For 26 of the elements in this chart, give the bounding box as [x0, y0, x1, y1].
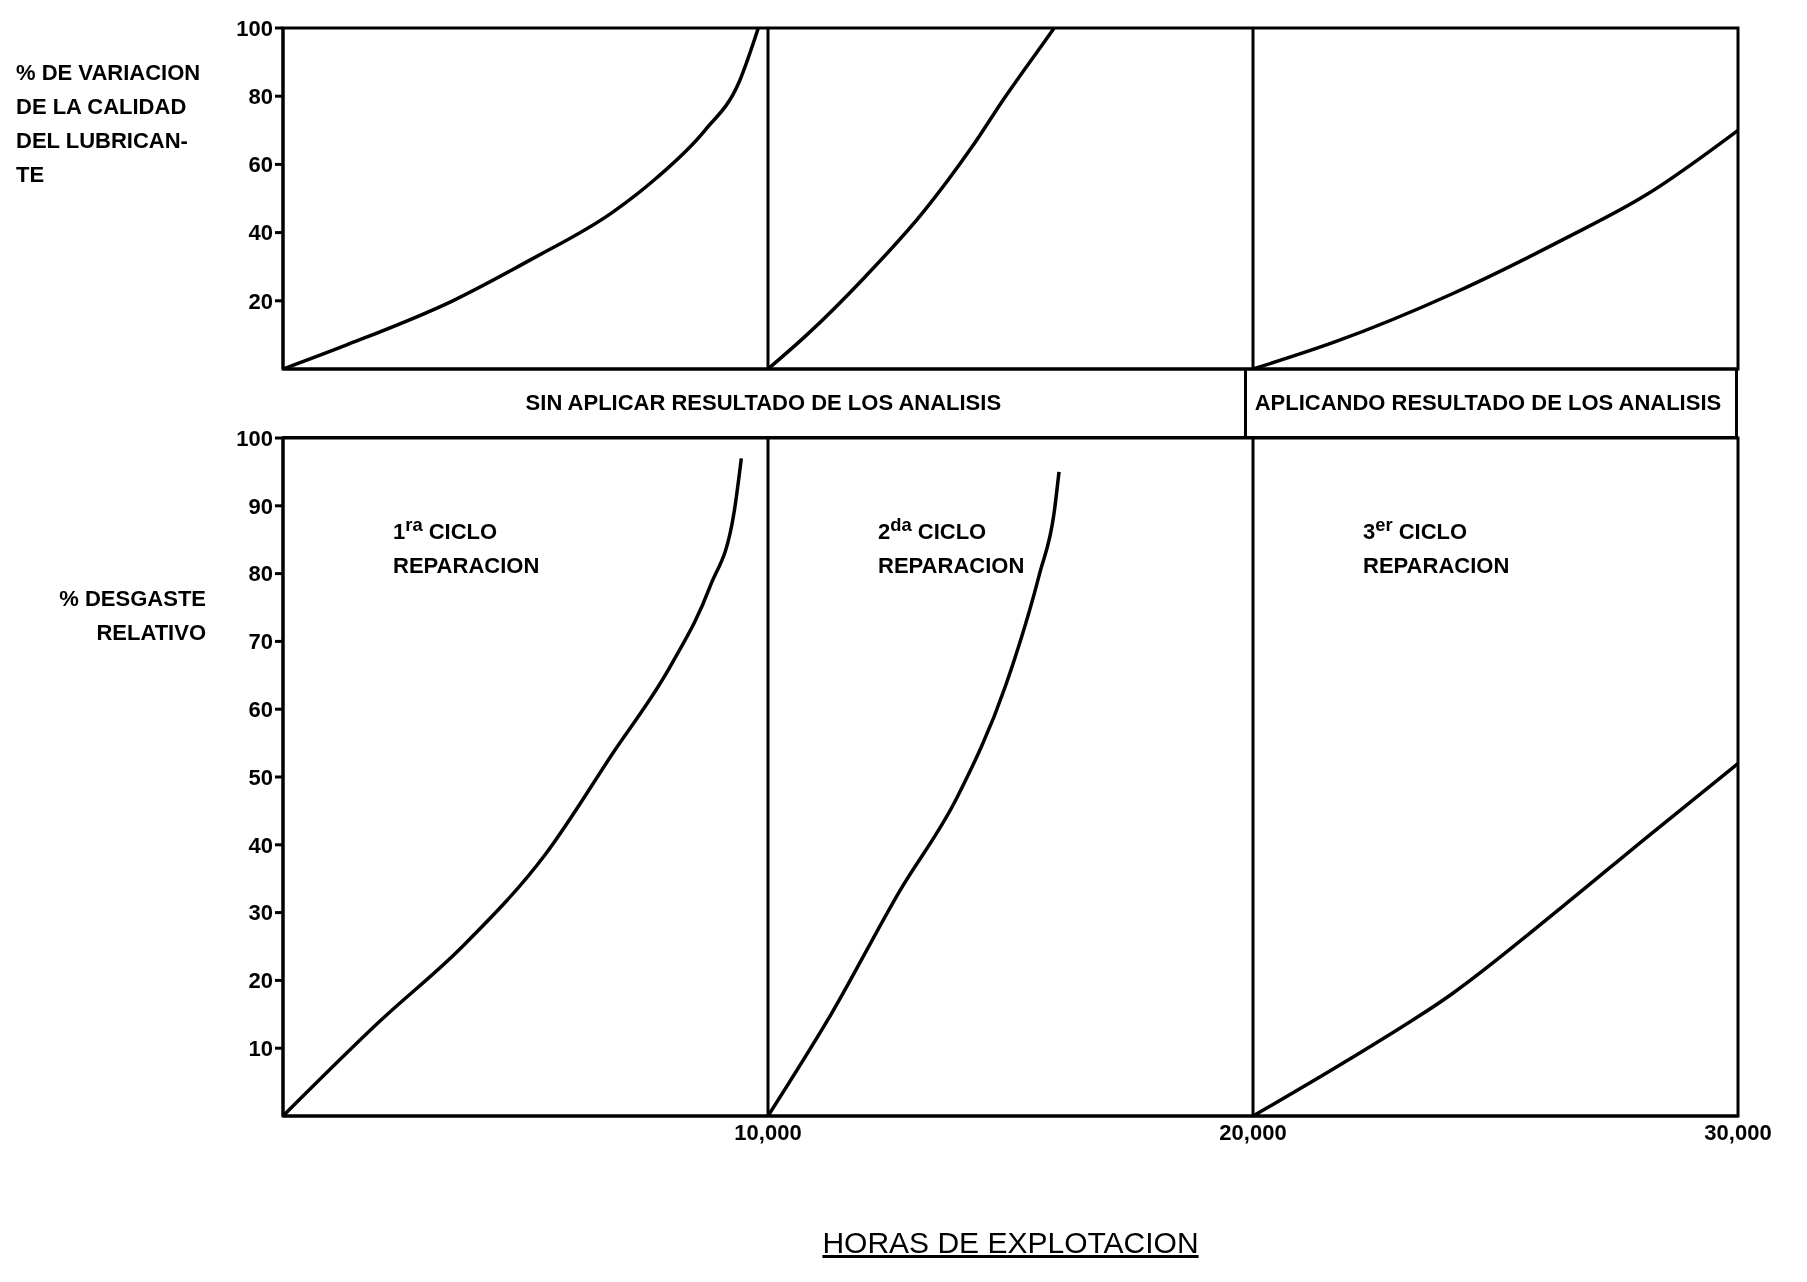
y-tick-label: 60 [248, 152, 273, 178]
y-tick-label: 40 [248, 832, 273, 858]
x-tick-label: 10,000 [734, 1119, 802, 1145]
y-tick-label: 80 [248, 561, 273, 587]
annotation: 3$^{er}$ CICLO REPARACION [1363, 513, 1511, 581]
y-tick-label: 10 [248, 1036, 273, 1062]
y-tick-label: 20 [248, 968, 273, 994]
y-axis-title: % DESGASTE RELATIVO [58, 585, 206, 647]
y-tick-label: 70 [248, 629, 273, 655]
y-axis-title: % DE VARIACION DE LA CALIDAD DEL LUBRICAN- TE [16, 59, 202, 189]
y-tick-label: 50 [248, 764, 273, 790]
x-tick-label: 20,000 [1219, 1119, 1287, 1145]
y-tick-label: 80 [248, 84, 273, 110]
y-tick-label: 40 [248, 220, 273, 246]
y-tick-label: 100 [236, 425, 273, 451]
x-tick-label: 30,000 [1704, 1119, 1772, 1145]
text: APLICANDO RESULTADO DE LOS ANALISIS [1243, 369, 1735, 436]
y-tick-label: 100 [236, 15, 273, 41]
text: SIN APLICAR RESULTADO DE LOS ANALISIS [524, 388, 1003, 417]
y-tick-label: 90 [248, 493, 273, 519]
y-tick-label: 60 [248, 697, 273, 723]
x-axis-title: HORAS DE EXPLOTACION [822, 1226, 1199, 1259]
annotation: 1$^{ra}$ CICLO REPARACION [393, 513, 541, 581]
annotation: 2$^{da}$ CICLO REPARACION [878, 513, 1026, 581]
y-tick-label: 30 [248, 900, 273, 926]
y-tick-label: 20 [248, 288, 273, 314]
